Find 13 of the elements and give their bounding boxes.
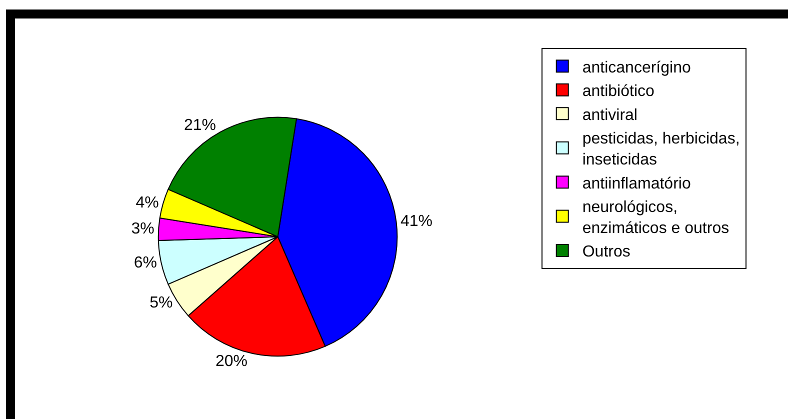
legend-label: antiinflamatório bbox=[582, 175, 691, 192]
data-label: 4% bbox=[136, 194, 159, 212]
legend-label: antibiótico bbox=[582, 83, 655, 100]
legend-label: neurológicos, enzimáticos e outros bbox=[582, 199, 730, 237]
legend-label: Outros bbox=[582, 244, 630, 261]
legend-label: anticancerígino bbox=[582, 59, 691, 76]
data-label: 41% bbox=[400, 213, 433, 230]
data-label: 5% bbox=[150, 294, 173, 312]
legend-label: antiviral bbox=[582, 106, 638, 124]
data-label: 20% bbox=[215, 352, 248, 370]
data-label: 6% bbox=[134, 254, 157, 272]
data-label: 3% bbox=[131, 220, 154, 238]
data-label: 21% bbox=[184, 117, 216, 134]
